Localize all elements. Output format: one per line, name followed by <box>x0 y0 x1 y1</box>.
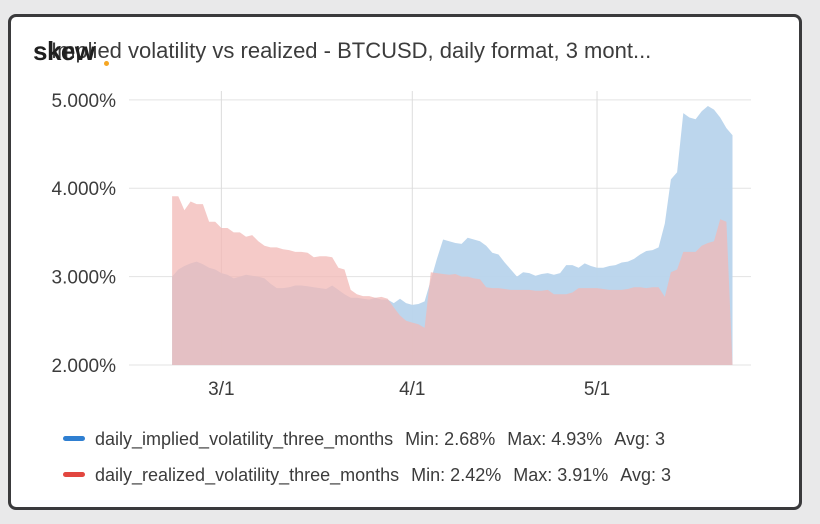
legend-min-implied: Min: 2.68% <box>405 429 496 449</box>
y-tick-label: 4.000% <box>52 179 117 200</box>
x-axis-labels: 3/1 4/1 5/1 <box>208 379 610 400</box>
y-tick-label: 5.000% <box>52 91 117 112</box>
legend-swatch-implied <box>63 435 85 441</box>
x-tick-label: 5/1 <box>584 379 610 400</box>
legend-max-realized: Max: 3.91% <box>513 465 609 485</box>
legend-max-implied: Max: 4.93% <box>507 429 603 449</box>
y-tick-label: 2.000% <box>52 356 117 377</box>
series-area-realized <box>172 196 733 365</box>
legend-item-realized[interactable]: daily_realized_volatility_three_months Mi… <box>63 465 773 487</box>
chart-plot[interactable]: 2.000% 3.000% 4.000% 5.000% 3/1 4/1 5/1 <box>11 17 799 417</box>
skew-logo: skew <box>33 36 95 66</box>
chart-card: skew Implied volatility vs realized - BT… <box>8 14 802 510</box>
legend-avg-implied: Avg: 3 <box>614 429 665 449</box>
x-tick-label: 4/1 <box>399 379 425 400</box>
legend-swatch-realized <box>63 471 85 477</box>
legend-avg-realized: Avg: 3 <box>620 465 671 485</box>
legend-min-realized: Min: 2.42% <box>411 465 502 485</box>
series-areas <box>172 106 733 365</box>
legend-name-realized: daily_realized_volatility_three_months <box>95 465 400 485</box>
chart-title[interactable]: Implied volatility vs realized - BTCUSD,… <box>51 38 652 63</box>
y-axis-labels: 2.000% 3.000% 4.000% 5.000% <box>52 91 117 377</box>
legend-name-implied: daily_implied_volatility_three_months <box>95 429 394 449</box>
y-tick-label: 3.000% <box>52 268 117 289</box>
x-tick-label: 3/1 <box>208 379 234 400</box>
logo-dot-icon <box>104 61 109 66</box>
legend-item-implied[interactable]: daily_implied_volatility_three_months Min… <box>63 429 773 451</box>
